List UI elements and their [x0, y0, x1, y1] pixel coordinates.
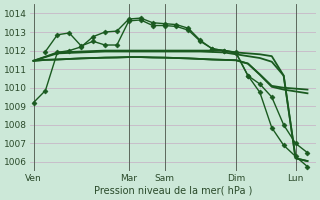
X-axis label: Pression niveau de la mer( hPa ): Pression niveau de la mer( hPa ) — [94, 186, 252, 196]
